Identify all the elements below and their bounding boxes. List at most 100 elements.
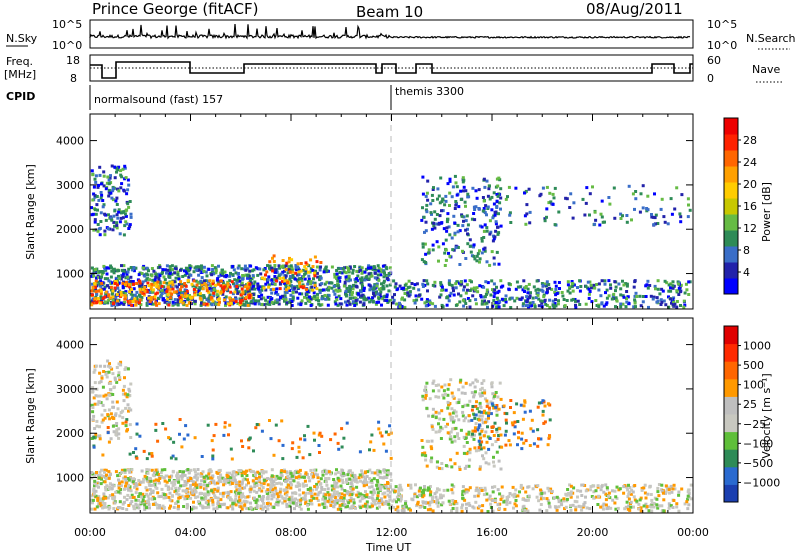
heatmap-cell bbox=[526, 498, 530, 502]
heatmap-cell bbox=[479, 295, 483, 299]
heatmap-cell bbox=[462, 185, 466, 189]
heatmap-cell bbox=[370, 485, 374, 489]
heatmap-cell bbox=[171, 470, 175, 474]
heatmap-cell bbox=[667, 295, 670, 299]
heatmap-cell bbox=[598, 223, 602, 227]
heatmap-cell bbox=[147, 269, 150, 273]
heatmap-cell bbox=[396, 509, 400, 513]
heatmap-cell bbox=[371, 493, 375, 496]
heatmap-cell bbox=[311, 488, 314, 492]
heatmap-cell bbox=[221, 476, 225, 480]
heatmap-cell bbox=[265, 302, 269, 306]
heatmap-cell bbox=[130, 496, 134, 499]
heatmap-cell bbox=[619, 287, 623, 291]
heatmap-cell bbox=[365, 480, 369, 484]
heatmap-cell bbox=[117, 436, 121, 440]
heatmap-cell bbox=[498, 506, 501, 510]
nsky-tick-low: 10^0 bbox=[52, 39, 82, 52]
heatmap-cell bbox=[403, 298, 407, 302]
heatmap-cell bbox=[406, 293, 409, 297]
heatmap-cell bbox=[631, 192, 635, 196]
heatmap-cell bbox=[515, 296, 519, 300]
heatmap-cell bbox=[407, 294, 411, 298]
heatmap-cell bbox=[315, 287, 319, 291]
heatmap-cell bbox=[457, 418, 461, 422]
heatmap-cell bbox=[174, 502, 178, 505]
heatmap-cell bbox=[147, 302, 151, 306]
heatmap-cell bbox=[347, 274, 351, 278]
heatmap-cell bbox=[420, 490, 424, 494]
heatmap-cell bbox=[659, 303, 663, 306]
heatmap-cell bbox=[285, 470, 289, 474]
heatmap-cell bbox=[127, 409, 130, 413]
heatmap-cell bbox=[281, 259, 285, 262]
heatmap-cell bbox=[188, 470, 191, 474]
heatmap-cell bbox=[353, 265, 357, 268]
heatmap-cell bbox=[687, 503, 691, 507]
heatmap-cell bbox=[114, 432, 118, 436]
heatmap-cell bbox=[355, 493, 359, 497]
heatmap-cell bbox=[401, 296, 404, 300]
heatmap-cell bbox=[351, 287, 355, 291]
heatmap-cell bbox=[230, 475, 234, 479]
heatmap-cell bbox=[117, 371, 121, 375]
heatmap-cell bbox=[111, 393, 115, 396]
heatmap-cell bbox=[138, 294, 142, 298]
heatmap-cell bbox=[288, 256, 291, 260]
heatmap-cell bbox=[177, 283, 181, 286]
heatmap-cell bbox=[351, 268, 355, 272]
heatmap-cell bbox=[323, 268, 327, 272]
heatmap-cell bbox=[431, 283, 435, 287]
heatmap-cell bbox=[421, 282, 425, 286]
heatmap-cell bbox=[325, 295, 329, 299]
heatmap-cell bbox=[91, 198, 95, 202]
heatmap-cell bbox=[216, 500, 220, 504]
heatmap-cell bbox=[485, 301, 489, 305]
heatmap-cell bbox=[436, 187, 440, 191]
heatmap-cell bbox=[340, 496, 343, 499]
heatmap-cell bbox=[665, 281, 669, 285]
heatmap-cell bbox=[239, 293, 243, 297]
heatmap-cell bbox=[183, 295, 187, 299]
heatmap-cell bbox=[103, 233, 107, 237]
heatmap-cell bbox=[503, 507, 507, 511]
heatmap-cell bbox=[472, 243, 476, 247]
heatmap-cell bbox=[359, 290, 363, 294]
heatmap-cell bbox=[321, 497, 325, 501]
heatmap-cell bbox=[337, 494, 341, 498]
heatmap-cell bbox=[298, 484, 302, 488]
heatmap-cell bbox=[266, 295, 270, 299]
heatmap-cell bbox=[268, 264, 272, 268]
heatmap-cell bbox=[403, 283, 407, 287]
heatmap-cell bbox=[626, 507, 630, 511]
heatmap-cell bbox=[119, 211, 123, 215]
heatmap-cell bbox=[165, 271, 168, 275]
heatmap-cell bbox=[372, 488, 376, 492]
heatmap-cell bbox=[562, 499, 565, 503]
heatmap-cell bbox=[130, 500, 134, 503]
heatmap-cell bbox=[523, 214, 527, 218]
heatmap-cell bbox=[375, 276, 379, 280]
heatmap-cell bbox=[543, 282, 547, 286]
heatmap-cell bbox=[675, 505, 679, 509]
heatmap-cell bbox=[443, 203, 447, 207]
heatmap-cell bbox=[129, 212, 133, 216]
heatmap-cell bbox=[526, 291, 530, 295]
heatmap-cell bbox=[542, 293, 546, 297]
heatmap-cell bbox=[107, 476, 111, 480]
heatmap-cell bbox=[353, 478, 357, 482]
heatmap-cell bbox=[345, 490, 349, 494]
heatmap-cell bbox=[607, 196, 611, 199]
heatmap-cell bbox=[100, 375, 104, 378]
heatmap-cell bbox=[132, 287, 136, 291]
heatmap-cell bbox=[178, 288, 182, 292]
heatmap-cell bbox=[670, 301, 673, 305]
heatmap-cell bbox=[448, 402, 452, 405]
heatmap-cell bbox=[448, 502, 452, 506]
heatmap-cell bbox=[90, 403, 94, 407]
heatmap-cell bbox=[222, 433, 226, 437]
heatmap-cell bbox=[465, 490, 469, 494]
heatmap-cell bbox=[227, 433, 230, 437]
heatmap-cell bbox=[595, 283, 599, 286]
heatmap-cell bbox=[478, 257, 482, 261]
